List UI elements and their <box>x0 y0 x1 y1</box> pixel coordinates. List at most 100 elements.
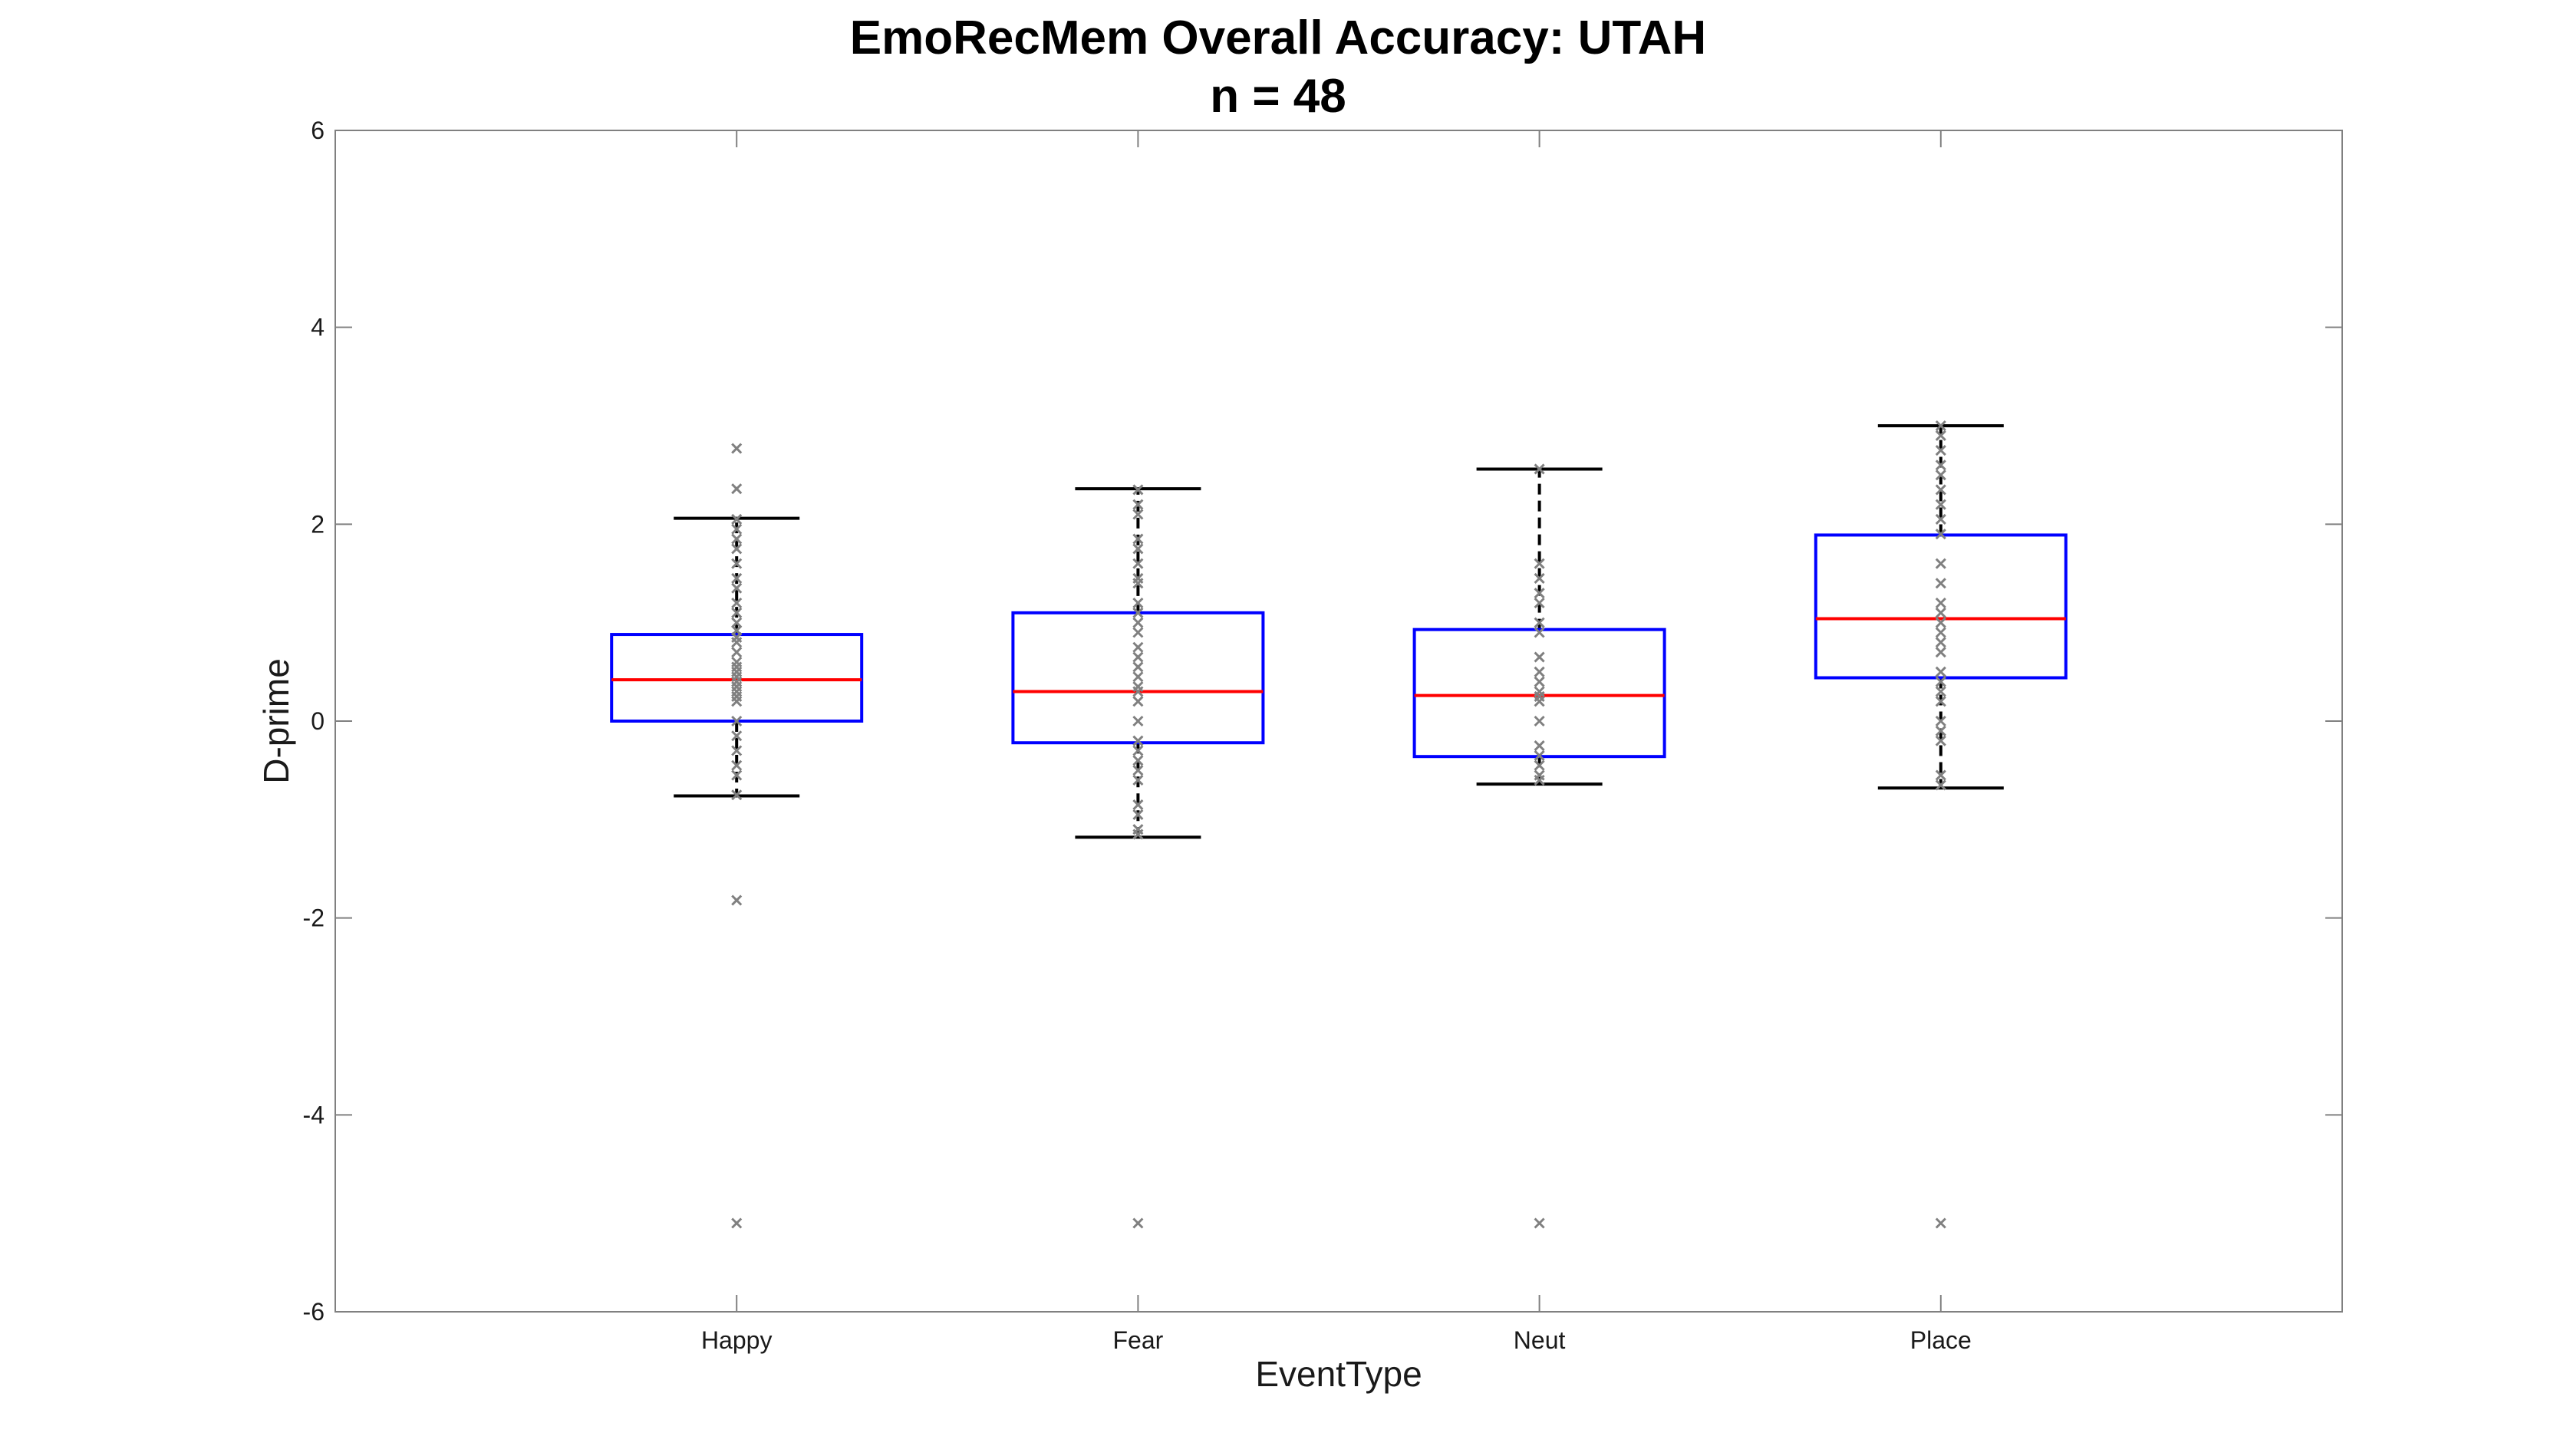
y-axis-label: D-prime <box>256 658 296 784</box>
data-point <box>1935 558 1946 569</box>
data-point <box>1935 769 1946 781</box>
y-tick-label: 0 <box>311 707 325 735</box>
data-point <box>1132 715 1144 727</box>
data-point <box>731 894 743 906</box>
box-iqr <box>1814 533 2068 680</box>
data-point <box>1132 828 1144 840</box>
data-point <box>1132 543 1144 555</box>
data-point <box>1534 715 1545 727</box>
data-point <box>1132 651 1144 663</box>
y-tick-label: 2 <box>311 510 325 538</box>
data-point <box>1132 1217 1144 1229</box>
data-point <box>731 483 743 495</box>
x-tick-label: Happy <box>701 1326 773 1354</box>
data-point <box>1132 597 1144 609</box>
data-point <box>1935 445 1946 456</box>
data-point <box>1935 499 1946 510</box>
data-point <box>1534 597 1545 609</box>
data-point <box>731 715 743 727</box>
data-point <box>1132 809 1144 820</box>
data-point <box>731 1217 743 1229</box>
y-tick-label: 4 <box>311 314 325 341</box>
data-point <box>1935 529 1946 540</box>
data-point <box>1132 671 1144 683</box>
data-point <box>1935 686 1946 697</box>
data-point <box>1534 463 1545 475</box>
data-point <box>731 533 743 545</box>
data-point <box>731 647 743 658</box>
data-point <box>1935 484 1946 496</box>
data-point <box>1534 617 1545 628</box>
data-point <box>731 582 743 594</box>
y-tick-label: -2 <box>303 904 325 932</box>
data-point <box>1132 627 1144 638</box>
data-point <box>1935 607 1946 618</box>
data-point <box>1935 597 1946 609</box>
data-point <box>731 513 743 525</box>
data-point <box>1534 676 1545 687</box>
chart-title: EmoRecMem Overall Accuracy: UTAH <box>850 12 1706 64</box>
data-point <box>1534 666 1545 677</box>
data-point <box>1935 696 1946 707</box>
data-point <box>731 730 743 742</box>
data-point <box>1132 484 1144 496</box>
data-point <box>731 597 743 609</box>
box-group-fear <box>1011 484 1265 1229</box>
data-point <box>1132 686 1144 697</box>
data-point <box>731 443 743 454</box>
x-tick-label: Neut <box>1514 1326 1566 1354</box>
data-point <box>1935 513 1946 525</box>
data-point <box>1935 460 1946 471</box>
data-point <box>731 572 743 584</box>
data-point <box>1935 420 1946 432</box>
data-point <box>1132 617 1144 628</box>
data-point <box>1935 666 1946 677</box>
data-point <box>731 558 743 569</box>
data-point <box>731 789 743 801</box>
data-point <box>1935 1217 1946 1229</box>
data-point <box>1132 765 1144 776</box>
data-point <box>1534 588 1545 599</box>
data-point <box>1132 558 1144 569</box>
data-point <box>1935 647 1946 658</box>
data-point <box>1935 578 1946 589</box>
data-point <box>1935 627 1946 638</box>
box-group-place <box>1814 420 2068 1229</box>
data-point <box>1132 499 1144 510</box>
data-point <box>1935 715 1946 727</box>
data-point <box>731 759 743 771</box>
data-point <box>1935 637 1946 648</box>
data-point <box>731 543 743 555</box>
data-point <box>731 769 743 781</box>
data-point <box>1534 651 1545 663</box>
data-point <box>1132 774 1144 786</box>
data-point <box>731 696 743 707</box>
data-point <box>1132 745 1144 756</box>
data-point <box>1534 627 1545 638</box>
data-point <box>1132 696 1144 707</box>
y-tick-label: 6 <box>311 117 325 144</box>
data-point <box>1132 755 1144 766</box>
data-point <box>1935 617 1946 628</box>
data-point <box>1935 779 1946 791</box>
y-tick-label: -6 <box>303 1298 325 1326</box>
data-point <box>731 617 743 628</box>
data-point <box>731 745 743 756</box>
data-point <box>1534 749 1545 761</box>
data-point <box>1935 430 1946 441</box>
x-tick-label: Place <box>1910 1326 1972 1354</box>
x-tick-label: Fear <box>1113 1326 1164 1354</box>
data-point <box>1132 799 1144 811</box>
data-point <box>1132 509 1144 520</box>
data-point <box>1132 533 1144 545</box>
data-point <box>1534 572 1545 584</box>
data-point <box>1132 735 1144 746</box>
box-group-happy <box>610 443 864 1229</box>
data-point <box>1132 661 1144 673</box>
data-point <box>1935 735 1946 746</box>
data-point <box>1132 578 1144 589</box>
data-point <box>1534 774 1545 786</box>
box-group-neut <box>1412 463 1666 1229</box>
data-point <box>1935 725 1946 736</box>
